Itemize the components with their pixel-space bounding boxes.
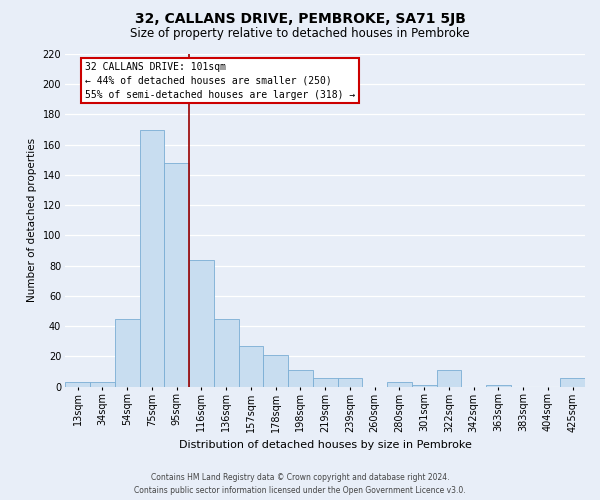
Bar: [140, 130, 164, 386]
Bar: [412, 385, 437, 386]
Bar: [90, 382, 115, 386]
Bar: [288, 370, 313, 386]
Text: 32 CALLANS DRIVE: 101sqm
← 44% of detached houses are smaller (250)
55% of semi-: 32 CALLANS DRIVE: 101sqm ← 44% of detach…: [85, 62, 355, 100]
Bar: [164, 163, 189, 386]
Bar: [263, 355, 288, 386]
Bar: [115, 318, 140, 386]
Text: Contains HM Land Registry data © Crown copyright and database right 2024.
Contai: Contains HM Land Registry data © Crown c…: [134, 474, 466, 495]
Bar: [338, 378, 362, 386]
Bar: [313, 378, 338, 386]
Bar: [189, 260, 214, 386]
Bar: [560, 378, 585, 386]
Text: 32, CALLANS DRIVE, PEMBROKE, SA71 5JB: 32, CALLANS DRIVE, PEMBROKE, SA71 5JB: [134, 12, 466, 26]
Bar: [65, 382, 90, 386]
Y-axis label: Number of detached properties: Number of detached properties: [27, 138, 37, 302]
Bar: [437, 370, 461, 386]
Bar: [486, 385, 511, 386]
Bar: [387, 382, 412, 386]
Text: Size of property relative to detached houses in Pembroke: Size of property relative to detached ho…: [130, 28, 470, 40]
Bar: [214, 318, 239, 386]
X-axis label: Distribution of detached houses by size in Pembroke: Distribution of detached houses by size …: [179, 440, 472, 450]
Bar: [239, 346, 263, 387]
